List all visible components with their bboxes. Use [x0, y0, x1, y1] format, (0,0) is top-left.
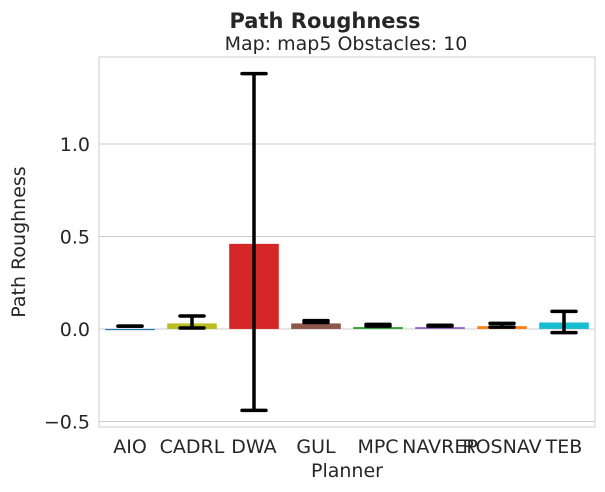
x-tick-label: ROSNAV	[462, 436, 541, 458]
bar-aio	[105, 328, 155, 331]
y-tick-labels: −0.5 0.0 0.5 1.0	[44, 134, 90, 434]
x-axis-label: Planner	[311, 460, 383, 482]
x-tick-label: NAVREP	[402, 436, 478, 458]
chart-title: Path Roughness	[229, 9, 420, 33]
plot-frame	[98, 56, 596, 428]
y-tick-label: −0.5	[44, 411, 90, 433]
x-tick-label: DWA	[231, 436, 276, 458]
bar-mpc	[353, 327, 403, 329]
x-tick-label: CADRL	[160, 436, 225, 458]
y-tick-label: 1.0	[60, 134, 90, 156]
x-tick-label: GUL	[296, 436, 336, 458]
bar-gul	[291, 323, 341, 329]
error-bars	[116, 71, 578, 413]
x-tick-label: MPC	[357, 436, 398, 458]
x-tick-label: TEB	[545, 436, 583, 458]
chart-subtitle: Map: map5 Obstacles: 10	[225, 33, 468, 55]
y-tick-label: 0.0	[60, 319, 90, 341]
y-axis-label: Path Roughness	[8, 166, 30, 317]
bar-navrep	[415, 327, 465, 329]
y-tick-label: 0.5	[60, 226, 90, 248]
x-tick-label: AIO	[113, 436, 147, 458]
